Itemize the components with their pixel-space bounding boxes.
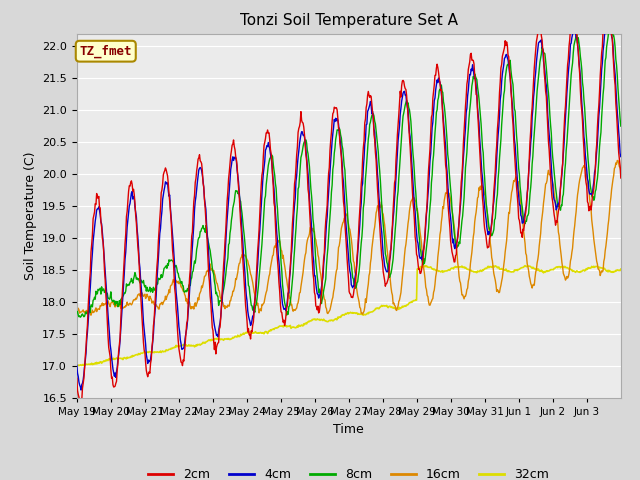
X-axis label: Time: Time	[333, 423, 364, 436]
Legend: 2cm, 4cm, 8cm, 16cm, 32cm: 2cm, 4cm, 8cm, 16cm, 32cm	[143, 463, 554, 480]
Y-axis label: Soil Temperature (C): Soil Temperature (C)	[24, 152, 36, 280]
Text: TZ_fmet: TZ_fmet	[79, 45, 132, 58]
Title: Tonzi Soil Temperature Set A: Tonzi Soil Temperature Set A	[240, 13, 458, 28]
